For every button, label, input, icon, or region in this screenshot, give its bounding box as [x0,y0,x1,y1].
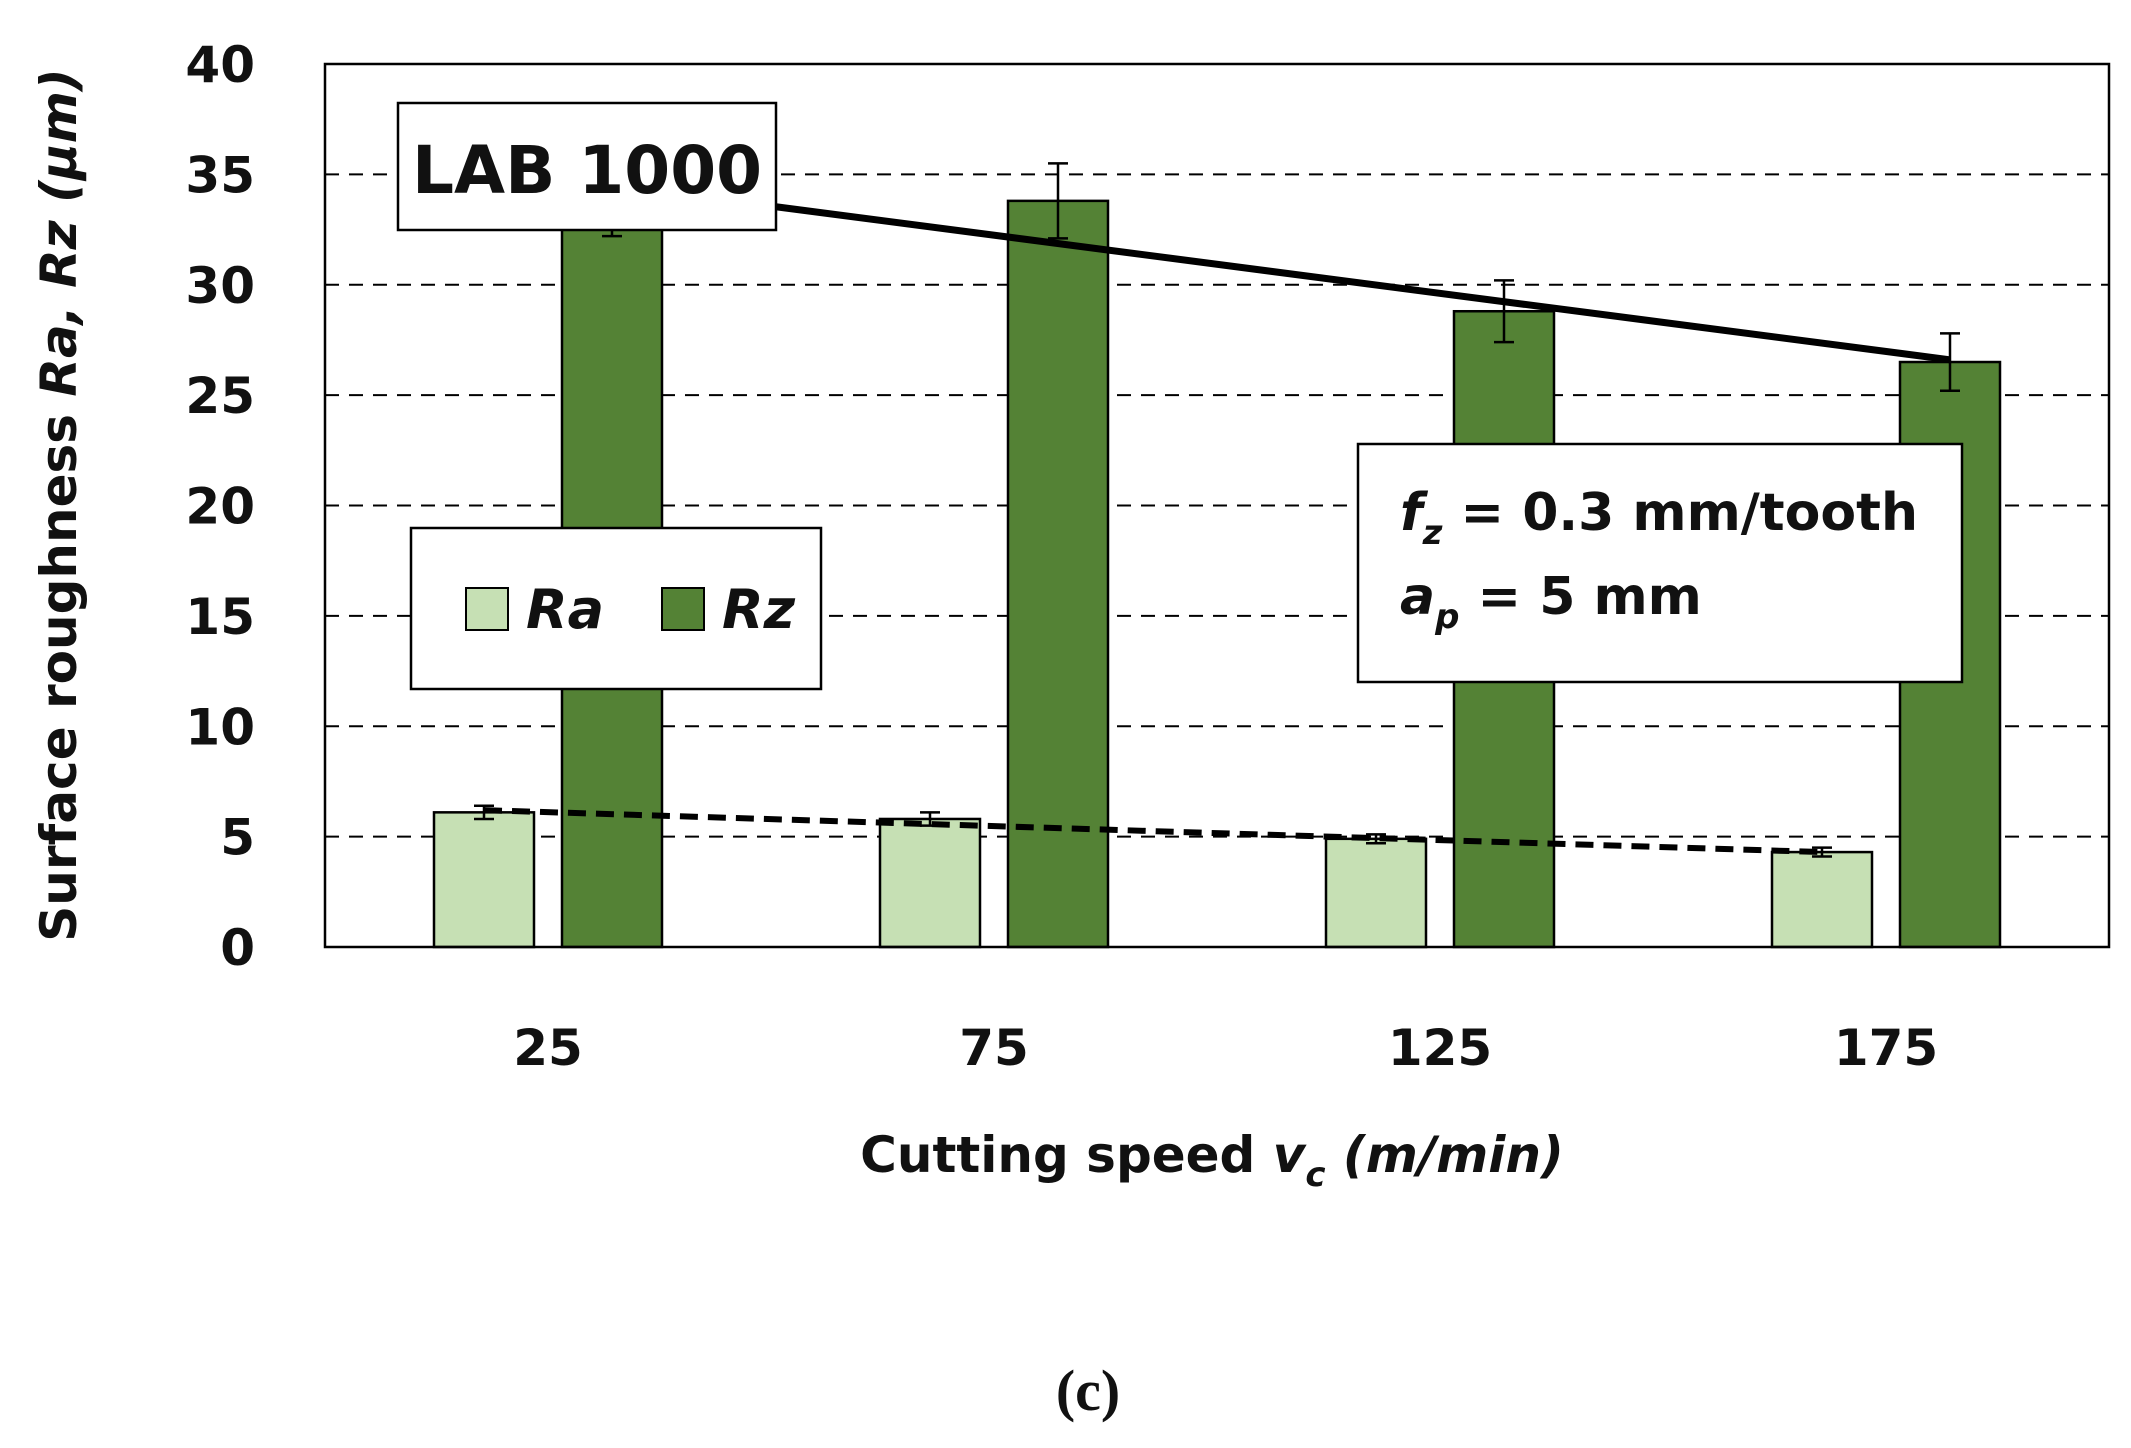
parameter-box-frame [1356,442,1964,684]
y-tick-label-35: 35 [185,146,255,204]
y-axis-title-main: Surface roughness [30,397,88,942]
param-depth: ap = 5 mm [1400,567,1702,637]
x-tick-label-75: 75 [959,1019,1029,1077]
bar-rz-75 [1006,199,1110,949]
y-tick-label-25: 25 [185,367,255,425]
y-tick-label-40: 40 [185,36,255,94]
error-bar-rz-125 [1494,279,1514,344]
plot-area-frame [323,62,2111,949]
param-depth-sub: p [1434,597,1459,637]
bar-ra-75 [878,817,982,949]
bar-ra-25 [432,811,536,949]
y-tick-label-5: 5 [220,809,255,867]
y-tick-label-10: 10 [185,698,255,756]
bar-ra-175 [1770,850,1874,949]
y-axis-title-unit: (µm) [30,68,88,220]
param-feed: fz = 0.3 mm/tooth [1400,483,1918,553]
x-axis-title-symbol: v [1273,1126,1307,1184]
error-bar-rz-75 [1048,162,1068,240]
legend: Ra Rz [409,526,823,691]
x-tick-labels: 25 75 125 175 [513,1019,1938,1077]
title-label-box: LAB 1000 [396,101,778,232]
x-tick-label-125: 125 [1388,1019,1492,1077]
trendlines [483,181,1951,856]
error-bar-ra-175 [1812,846,1832,858]
legend-swatch-ra [465,587,509,631]
x-axis-title-main: Cutting speed [860,1126,1273,1184]
parameter-box: fz = 0.3 mm/tooth ap = 5 mm [1356,442,1964,684]
trendline-rz [611,181,1951,364]
x-axis-title-unit: (m/min) [1326,1126,1564,1184]
y-tick-label-0: 0 [220,919,255,977]
x-axis-title: Cutting speed vc (m/min) [860,1126,1564,1195]
panel-label: (c) [1056,1358,1120,1423]
param-feed-value: = 0.3 mm/tooth [1442,483,1918,543]
x-axis-title-sub: c [1305,1155,1325,1195]
legend-label-rz: Rz [722,578,796,641]
legend-label-ra: Ra [526,578,604,641]
title-label-frame [396,101,778,232]
param-depth-symbol: a [1400,567,1435,627]
y-tick-labels: 0 5 10 15 20 25 30 35 40 [185,36,255,977]
bar-ra-125 [1324,837,1428,949]
param-feed-sub: z [1422,513,1443,553]
param-depth-value: = 5 mm [1459,567,1701,627]
y-axis-title-vars: Ra, Rz [30,219,88,396]
y-axis-title: Surface roughness Ra, Rz (µm) [30,68,88,941]
chart-title: LAB 1000 [412,132,762,209]
error-bar-ra-125 [1366,833,1386,845]
x-tick-label-175: 175 [1834,1019,1938,1077]
x-tick-label-25: 25 [513,1019,583,1077]
y-tick-label-20: 20 [185,478,255,536]
y-tick-label-30: 30 [185,257,255,315]
y-tick-label-15: 15 [185,588,255,646]
error-bar-rz-175 [1940,332,1960,392]
legend-swatch-rz [661,587,705,631]
